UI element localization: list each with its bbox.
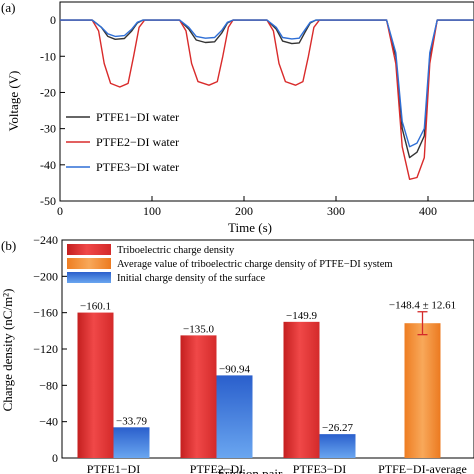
bar-triboelectric-charge-density-ptfe3-di xyxy=(283,321,320,458)
panel-a-ytick-label: 0 xyxy=(50,13,56,27)
bar-initial-charge-density-of-the-surface-ptfe2-di xyxy=(216,375,253,458)
legend-label-average-value-of-triboelectric-charge-density-of-ptfe-di-system: Average value of triboelectric charge de… xyxy=(117,259,393,270)
panel-b-label: (b) xyxy=(1,238,16,253)
category-label-ptfe1-di: PTFE1−DI xyxy=(87,462,140,474)
category-label-ptfe3-di: PTFE3−DI xyxy=(293,462,346,474)
panel-b-ytick-label: 0 xyxy=(52,451,58,465)
panel-a-frame xyxy=(59,1,474,202)
panel-a-xtick-label: 400 xyxy=(419,204,437,218)
panel-a-xtick-label: 100 xyxy=(143,204,161,218)
legend-swatch-average-value-of-triboelectric-charge-density-of-ptfe-di-system xyxy=(67,258,111,269)
legend-label-ptfe1-di-water: PTFE1−DI water xyxy=(96,110,179,124)
legend-label-ptfe2-di-water: PTFE2−DI water xyxy=(96,135,179,149)
panel-a-label: (a) xyxy=(1,0,15,15)
panel-a-lines xyxy=(60,19,474,180)
panel-b-ytick-label: −240 xyxy=(33,233,58,247)
legend-swatch-triboelectric-charge-density xyxy=(67,244,111,255)
data-label-triboelectric-charge-density-ptfe2-di: −135.0 xyxy=(183,323,214,335)
category-label-ptfe-di-average: PTFE−DI-average xyxy=(378,462,467,474)
panel-b-xlabel: Friction pair xyxy=(218,466,283,474)
data-label-initial-charge-density-of-the-surface-ptfe1-di: −33.79 xyxy=(116,415,147,427)
panel-a-ytick-label: -30 xyxy=(40,122,56,136)
legend-label-ptfe3-di-water: PTFE3−DI water xyxy=(96,160,179,174)
legend-label-triboelectric-charge-density: Triboelectric charge density xyxy=(117,245,235,256)
panel-b-ytick-label: −200 xyxy=(33,269,58,283)
bar-triboelectric-charge-density-ptfe1-di xyxy=(77,312,114,458)
data-label-average-value-of-triboelectric-charge-density-of-ptfe-di-system-ptfe-di-average: −148.4 ± 12.61 xyxy=(389,300,456,312)
data-label-triboelectric-charge-density-ptfe1-di: −160.1 xyxy=(80,301,111,313)
panel-a-xtick-label: 0 xyxy=(57,204,63,218)
data-label-initial-charge-density-of-the-surface-ptfe2-di: −90.94 xyxy=(219,363,250,375)
panel-b-ytick-label: −80 xyxy=(39,378,58,392)
legend-swatch-initial-charge-density-of-the-surface xyxy=(67,272,111,283)
panel-a-ticks: 0 100 200 300 400 0 -10 -20 -30 -40 -50 xyxy=(40,13,437,218)
panel-a-ytick-label: -20 xyxy=(40,85,56,99)
panel-b-legend: Triboelectric charge density Average valu… xyxy=(67,244,393,284)
series-line-ptfe3-di-water xyxy=(60,19,474,148)
panel-a-xtick-label: 200 xyxy=(235,204,253,218)
panel-b-ytick-label: −40 xyxy=(39,415,58,429)
data-label-triboelectric-charge-density-ptfe3-di: −149.9 xyxy=(286,310,317,322)
panel-a: 0 100 200 300 400 0 -10 -20 -30 -40 -50 (a) Time (… xyxy=(1,0,474,235)
panel-a-legend: PTFE1−DI water PTFE2−DI water PTFE3−DI wat… xyxy=(66,110,179,174)
panel-b-ylabel: Charge density (nC/m²) xyxy=(0,289,15,412)
panel-b-bars xyxy=(77,311,441,458)
bar-average-value-of-triboelectric-charge-density-of-ptfe-di-system-ptfe-di-average xyxy=(404,323,441,458)
panel-a-ytick-label: -10 xyxy=(40,49,56,63)
panel-b-data-labels: −160.1 −33.79 −135.0 −90.94 −149.9 −26.27 −148… xyxy=(80,300,456,434)
category-label-ptfe2-di: PTFE2−DI xyxy=(190,462,243,474)
legend-label-initial-charge-density-of-the-surface: Initial charge density of the surface xyxy=(117,273,266,284)
panel-a-xlabel: Time (s) xyxy=(228,220,272,235)
panel-a-ytick-label: -50 xyxy=(40,194,56,208)
data-label-initial-charge-density-of-the-surface-ptfe3-di: −26.27 xyxy=(322,422,353,434)
panel-a-ytick-label: -40 xyxy=(40,158,56,172)
panel-b-ytick-label: −120 xyxy=(33,342,58,356)
panel-b: −240 −200 −160 −120 −80 −40 0 PTFE1−DI PTFE2−DI P… xyxy=(0,233,474,474)
panel-b-ticks: −240 −200 −160 −120 −80 −40 0 PTFE1−DI PTFE2−DI P… xyxy=(33,233,467,474)
panel-a-ylabel: Voltage (V) xyxy=(6,71,21,132)
bar-triboelectric-charge-density-ptfe2-di xyxy=(180,335,217,458)
bar-initial-charge-density-of-the-surface-ptfe3-di xyxy=(319,434,356,458)
panel-a-xtick-label: 300 xyxy=(327,204,345,218)
bar-initial-charge-density-of-the-surface-ptfe1-di xyxy=(113,427,150,458)
panel-b-ytick-label: −160 xyxy=(33,306,58,320)
